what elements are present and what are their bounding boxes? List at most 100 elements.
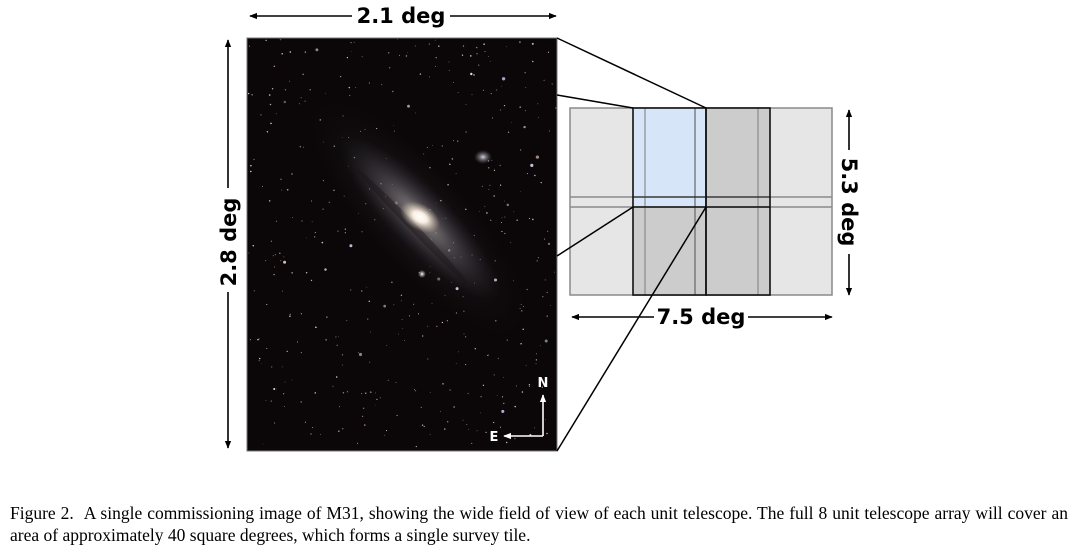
star: [314, 232, 316, 234]
star: [503, 376, 505, 378]
star: [387, 379, 389, 381]
star: [493, 195, 496, 197]
star: [355, 87, 357, 88]
star: [471, 442, 473, 445]
star: [462, 419, 464, 421]
star: [414, 45, 416, 47]
star: [274, 422, 276, 424]
star: [485, 431, 487, 434]
star: [397, 39, 399, 41]
star: [546, 432, 548, 435]
star: [535, 363, 537, 365]
star: [441, 321, 444, 324]
star: [265, 39, 267, 41]
star: [526, 173, 529, 175]
star: [270, 366, 273, 368]
star: [478, 64, 480, 66]
star: [400, 294, 403, 296]
star: [497, 357, 499, 359]
star: [480, 396, 482, 398]
star: [432, 145, 434, 146]
star: [381, 84, 383, 86]
star: [524, 110, 526, 112]
star: [532, 60, 534, 63]
star: [499, 164, 501, 167]
star: [376, 398, 378, 401]
star: [468, 429, 470, 430]
star: [407, 104, 410, 108]
star: [542, 295, 544, 298]
star: [427, 325, 429, 327]
star: [333, 189, 335, 192]
star: [266, 348, 268, 349]
width-dimension: 2.1 deg: [249, 4, 557, 28]
star: [506, 339, 508, 341]
compass: N E: [490, 376, 549, 445]
star: [554, 271, 555, 273]
star: [374, 404, 376, 406]
star: [487, 167, 490, 169]
star: [528, 385, 530, 387]
star: [534, 174, 536, 177]
star: [284, 381, 286, 383]
star: [413, 389, 416, 391]
star: [429, 392, 431, 393]
star: [458, 351, 459, 353]
height-dimension: 2.8 deg: [217, 39, 241, 449]
star: [440, 410, 441, 412]
star: [501, 217, 503, 219]
star: [366, 286, 368, 288]
star: [248, 45, 250, 47]
star: [540, 181, 542, 184]
star: [283, 393, 285, 395]
star: [338, 430, 340, 433]
star: [300, 401, 302, 403]
star: [535, 155, 540, 159]
star: [300, 97, 302, 99]
star: [280, 260, 282, 262]
star: [289, 313, 291, 316]
star: [421, 424, 424, 426]
star: [350, 289, 352, 291]
star: [482, 89, 485, 91]
star: [503, 105, 506, 107]
star: [449, 389, 451, 391]
star: [455, 173, 457, 174]
star: [436, 325, 438, 327]
star: [532, 218, 534, 221]
star: [462, 45, 465, 47]
height-label: 2.8 deg: [217, 198, 241, 287]
tile-unit-right: [705, 107, 771, 296]
star: [270, 240, 273, 242]
star: [283, 260, 287, 264]
star: [534, 427, 536, 429]
star: [248, 252, 250, 254]
star: [348, 86, 351, 89]
star: [465, 336, 467, 338]
star: [547, 242, 551, 246]
m31-image: N E: [246, 37, 558, 452]
galaxy-core: [399, 201, 441, 233]
star: [399, 54, 401, 56]
star: [415, 112, 417, 114]
star: [361, 290, 363, 292]
star: [386, 345, 388, 347]
star: [461, 54, 464, 56]
star: [535, 359, 538, 361]
star: [546, 291, 548, 294]
star: [435, 65, 436, 67]
star: [402, 328, 404, 329]
star: [407, 51, 409, 53]
star: [384, 434, 386, 436]
star: [431, 302, 433, 304]
star: [446, 320, 448, 322]
star: [247, 92, 250, 95]
star: [322, 208, 324, 210]
star: [275, 388, 277, 390]
star: [315, 326, 317, 329]
star: [448, 61, 450, 63]
star: [471, 94, 473, 96]
star: [555, 107, 557, 109]
star: [315, 48, 319, 52]
star: [361, 56, 363, 58]
